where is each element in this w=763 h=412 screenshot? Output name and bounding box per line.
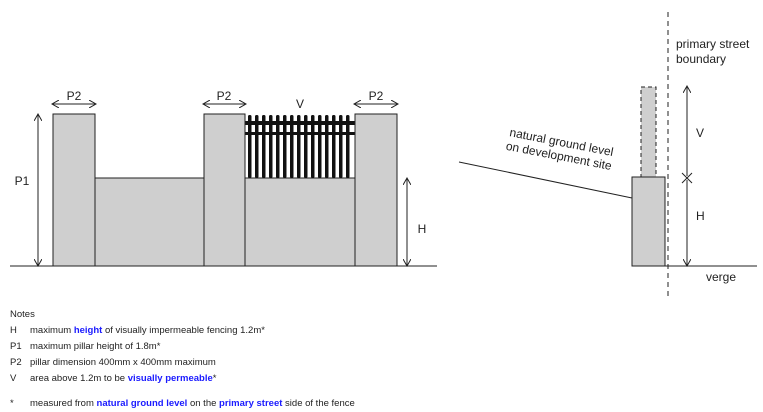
footnote-highlight-primary-street: primary street [219,398,283,409]
p2-mid-label: P2 [217,89,232,103]
note-highlight: visually permeable [127,373,213,384]
note-text-before: area above 1.2m to be [30,373,128,384]
railing-picket [290,115,294,178]
pillar-middle [203,113,246,267]
note-text-before: maximum [30,325,74,336]
railing-picket [332,115,336,178]
note-item: P1 maximum pillar height of 1.8m* [10,339,750,355]
note-text-before: pillar dimension 400mm x 400mm maximum [30,357,216,368]
note-text-before: maximum pillar height of 1.8m* [30,341,161,352]
side-pillar-dashed [640,86,657,178]
railing-picket [262,115,266,178]
note-symbol: P1 [10,341,22,352]
notes-spacer [10,387,750,396]
p2-left-label: P2 [67,89,82,103]
railing-picket [276,115,280,178]
low-wall-right [244,177,356,267]
notes-title: Notes [10,309,35,320]
railing-picket [255,115,259,178]
railing-picket [304,115,308,178]
railing-picket [297,115,301,178]
pillar-left [52,113,96,267]
railing-picket [325,115,329,178]
front-elevation: P2 P2 P2 V P1 H [10,89,437,266]
note-text-after: of visually impermeable fencing 1.2m* [102,325,265,336]
footnote-symbol: * [10,398,14,409]
note-text: maximum pillar height of 1.8m* [30,339,160,355]
note-symbol: V [10,373,17,384]
footnote-middle: on the [187,398,220,409]
railing-picket [339,115,343,178]
note-text: area above 1.2m to be visually permeable… [30,371,216,387]
footnote: * measured from natural ground level on … [10,396,750,412]
note-symbol: H [10,325,17,336]
primary-street-boundary-label-1: primary street [676,37,750,51]
railing-picket [346,115,350,178]
natural-ground-slope [458,161,633,199]
railing-picket [311,115,315,178]
note-text: maximum height of visually impermeable f… [30,323,265,339]
verge-label: verge [706,270,736,284]
railing-picket [283,115,287,178]
note-symbol: P2 [10,357,22,368]
railing-picket [318,115,322,178]
side-wall [631,176,666,267]
note-text-after: * [212,373,217,384]
footnote-text: measured from natural ground level on th… [30,396,355,412]
note-item: P2 pillar dimension 400mm x 400mm maximum [10,355,750,371]
footnote-highlight-natural-ground: natural ground level [96,398,188,409]
dimension-cross-b [681,172,693,184]
footnote-before: measured from [30,398,97,409]
v-top-label: V [296,97,304,111]
note-text: pillar dimension 400mm x 400mm maximum [30,355,216,371]
footnote-after: side of the fence [282,398,355,409]
primary-street-boundary-label-2: boundary [676,52,726,66]
note-highlight: height [73,325,103,336]
pillar-right [354,113,398,267]
railing [245,115,355,178]
p2-right-label: P2 [369,89,384,103]
railing-picket [248,115,252,178]
fence-diagram: P2 P2 P2 V P1 H V [10,12,757,300]
h-front-label: H [418,222,427,236]
v-side-label: V [696,126,704,140]
side-section: V H primary street boundary natural grou… [458,12,757,300]
low-wall-left [94,177,205,267]
railing-picket [269,115,273,178]
p1-label: P1 [15,174,30,188]
h-side-label: H [696,209,705,223]
